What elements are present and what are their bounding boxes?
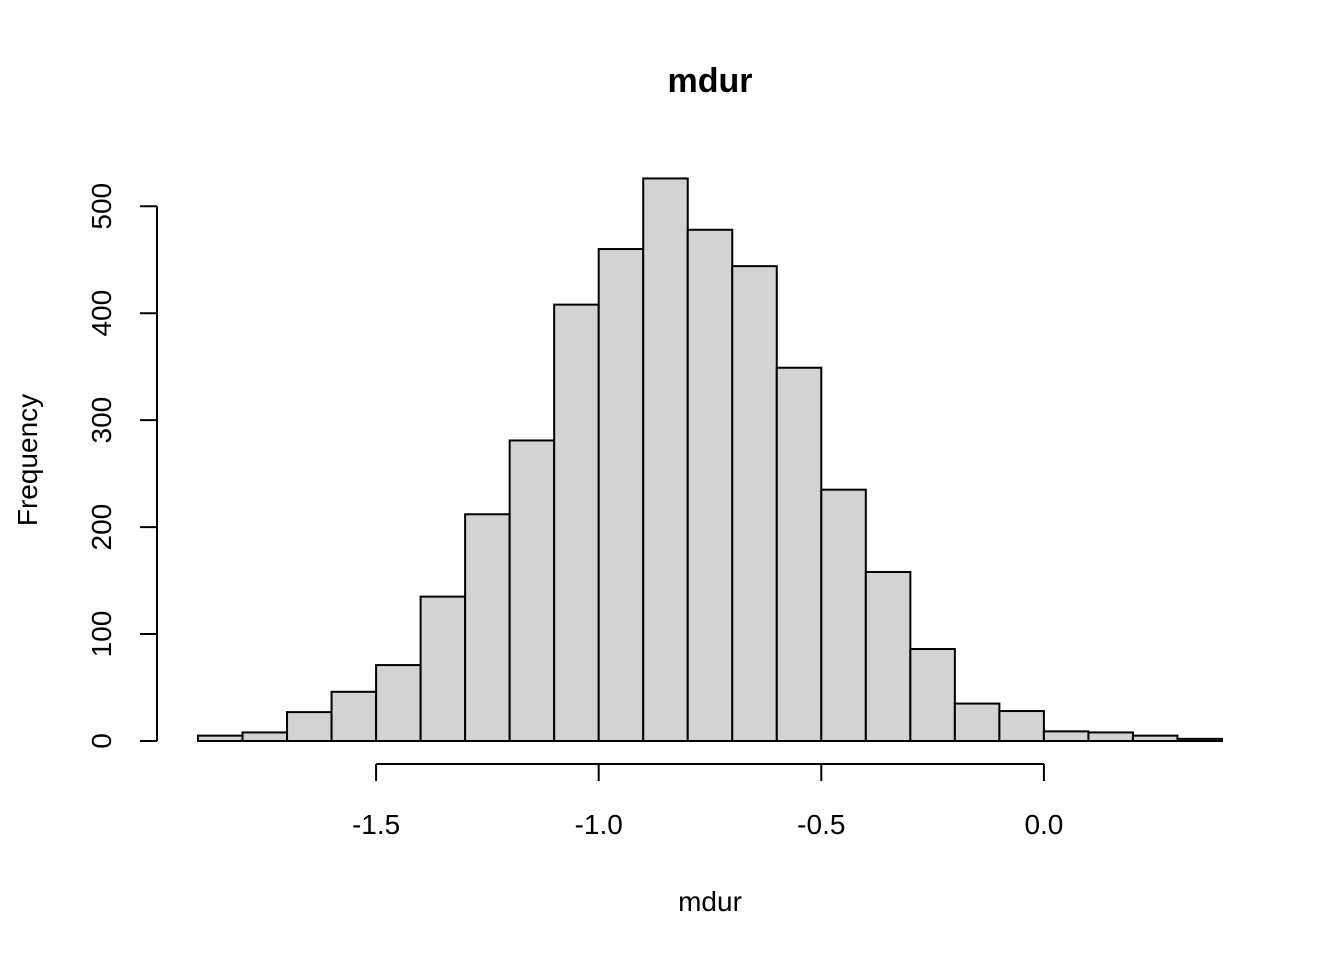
y-axis-label: Frequency [12, 394, 43, 526]
histogram-bar [953, 702, 1001, 743]
histogram-bar [642, 177, 689, 742]
histogram-bar [686, 228, 734, 742]
histogram-bar [1176, 737, 1223, 742]
x-axis-label: mdur [678, 886, 742, 917]
x-axis: -1.5 -1.0 -0.5 0.0 [352, 763, 1063, 840]
y-tick-label: 300 [86, 397, 117, 444]
histogram-bar [197, 734, 244, 743]
histogram-bar [330, 690, 378, 742]
histogram-bar [241, 731, 289, 743]
histogram-bar [1042, 730, 1090, 742]
x-tick-label: 0.0 [1024, 809, 1063, 840]
chart-title: mdur [668, 62, 753, 100]
y-tick-label: 0 [86, 733, 117, 749]
histogram-bar [375, 664, 422, 743]
histogram-bar [775, 366, 823, 742]
histogram-bar [909, 648, 956, 743]
x-tick-label: -1.0 [575, 809, 623, 840]
bars-group [197, 177, 1223, 743]
histogram-bar [998, 710, 1045, 742]
histogram-bar [1087, 731, 1134, 743]
y-tick-label: 100 [86, 611, 117, 658]
y-tick-label: 200 [86, 504, 117, 551]
y-tick-label: 400 [86, 290, 117, 337]
x-tick-label: -0.5 [797, 809, 845, 840]
histogram-bar [508, 439, 556, 742]
y-axis: 0 100 200 300 400 500 [86, 183, 158, 749]
histogram-bar [597, 248, 645, 742]
histogram-bar [553, 303, 600, 742]
histogram-bar [286, 711, 333, 742]
histogram-bar [820, 488, 867, 743]
histogram-bar [464, 513, 511, 743]
histogram-bar [731, 265, 778, 742]
histogram-bar [864, 571, 912, 743]
histogram-bar [1131, 734, 1179, 743]
histogram-bar [419, 595, 467, 742]
y-tick-label: 500 [86, 183, 117, 230]
x-tick-label: -1.5 [352, 809, 400, 840]
